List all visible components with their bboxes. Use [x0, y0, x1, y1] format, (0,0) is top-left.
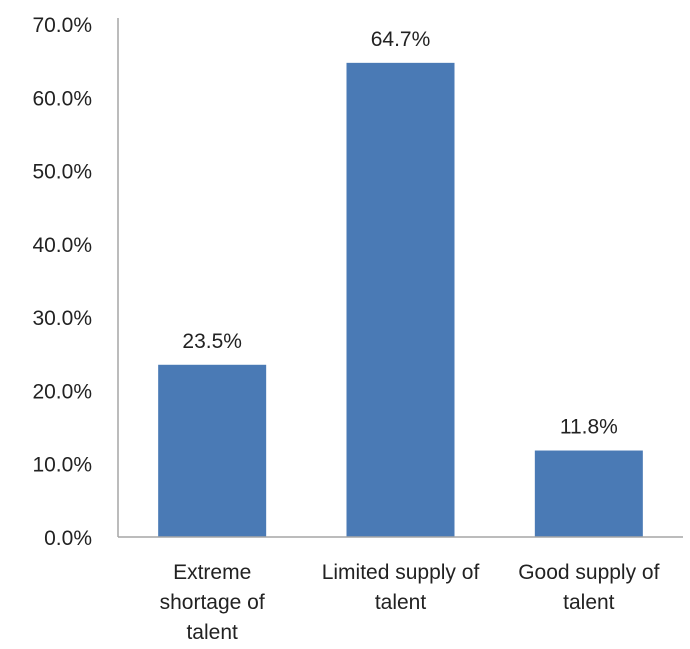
bar — [534, 450, 643, 537]
bars — [158, 62, 643, 537]
bar — [346, 62, 455, 537]
y-tick-label: 10.0% — [32, 454, 92, 477]
bar — [158, 364, 267, 537]
y-tick-label: 40.0% — [32, 234, 92, 257]
category-labels: Extreme shortage of talent Limited supply o… — [160, 561, 660, 644]
x-category-label: Good supply of talent — [518, 561, 659, 614]
y-axis-ticks: 0.0% 10.0% 20.0% 30.0% 40.0% 50.0% 60.0% 70.0% — [32, 14, 92, 550]
data-labels: 23.5% 64.7% 11.8% — [182, 28, 617, 439]
bar-data-label: 11.8% — [560, 416, 618, 439]
y-tick-label: 70.0% — [32, 14, 92, 37]
bar-data-label: 23.5% — [182, 330, 242, 353]
y-tick-label: 60.0% — [32, 87, 92, 110]
y-tick-label: 50.0% — [32, 161, 92, 184]
x-category-label: Limited supply of talent — [322, 561, 480, 614]
x-category-label: Extreme shortage of talent — [160, 561, 265, 644]
y-tick-label: 30.0% — [32, 307, 92, 330]
y-tick-label: 20.0% — [32, 380, 92, 403]
y-tick-label: 0.0% — [44, 527, 92, 550]
bar-data-label: 64.7% — [371, 28, 431, 51]
